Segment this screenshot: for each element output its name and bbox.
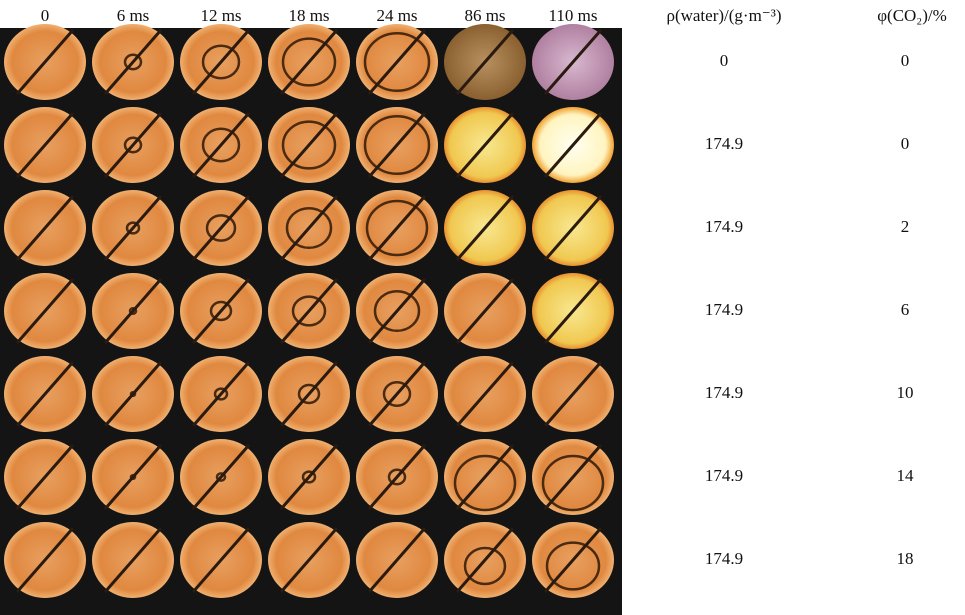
figure: ρ(water)/(g·m⁻³) φ(CO₂)/% 0 6 ms 12 ms 18 m… bbox=[0, 0, 965, 615]
density-value: 0 bbox=[720, 51, 729, 70]
time-label: 0 bbox=[41, 6, 50, 25]
co2-value: 0 bbox=[901, 134, 910, 153]
density-value: 174.9 bbox=[705, 300, 743, 319]
time-label: 110 ms bbox=[549, 6, 598, 25]
time-label: 12 ms bbox=[200, 6, 241, 25]
co2-value: 18 bbox=[897, 549, 914, 568]
time-label: 6 ms bbox=[117, 6, 150, 25]
time-label: 24 ms bbox=[376, 6, 417, 25]
time-label: 86 ms bbox=[464, 6, 505, 25]
time-label: 18 ms bbox=[288, 6, 329, 25]
co2-value: 0 bbox=[901, 51, 910, 70]
density-value: 174.9 bbox=[705, 383, 743, 402]
density-header: ρ(water)/(g·m⁻³) bbox=[666, 6, 781, 25]
density-value: 174.9 bbox=[705, 549, 743, 568]
co2-value: 2 bbox=[901, 217, 910, 236]
density-value: 174.9 bbox=[705, 466, 743, 485]
co2-value: 14 bbox=[897, 466, 915, 485]
density-value: 174.9 bbox=[705, 134, 743, 153]
density-value: 174.9 bbox=[705, 217, 743, 236]
co2-value: 6 bbox=[901, 300, 910, 319]
co2-value: 10 bbox=[897, 383, 914, 402]
co2-header: φ(CO₂)/% bbox=[877, 6, 947, 25]
